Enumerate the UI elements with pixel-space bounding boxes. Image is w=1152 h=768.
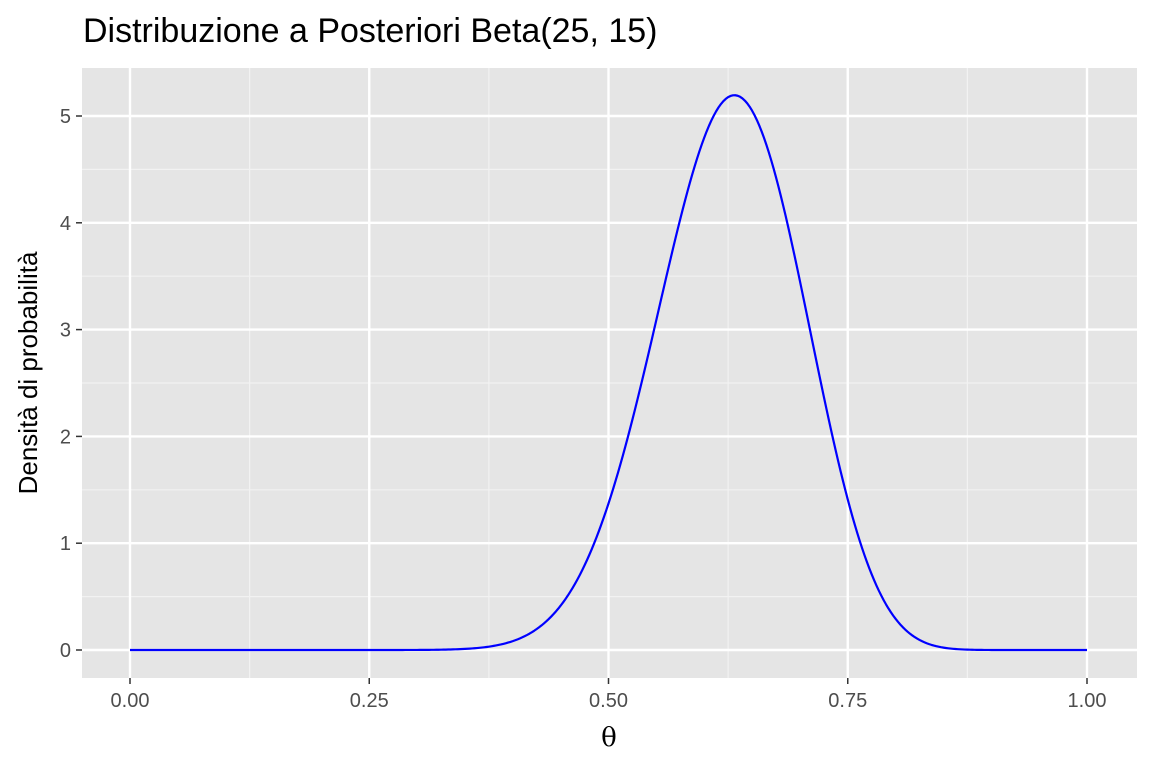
series-layer bbox=[130, 94, 1087, 652]
y-tick-label: 4 bbox=[60, 213, 71, 235]
x-tick-label: 0.25 bbox=[350, 690, 389, 712]
y-axis: 0 1 2 3 4 5 bbox=[60, 106, 82, 662]
x-tick-label: 1.00 bbox=[1068, 690, 1107, 712]
density-curve bbox=[130, 94, 1087, 652]
y-tick-label: 2 bbox=[60, 426, 71, 448]
x-tick-label: 0.50 bbox=[589, 690, 628, 712]
y-tick-label: 5 bbox=[60, 106, 71, 128]
y-tick-label: 1 bbox=[60, 533, 71, 555]
y-tick-label: 0 bbox=[60, 640, 71, 662]
x-axis: 0.00 0.25 0.50 0.75 1.00 bbox=[111, 678, 1107, 712]
x-tick-label: 0.00 bbox=[111, 690, 150, 712]
x-axis-title: θ bbox=[601, 723, 617, 753]
y-axis-title: Densità di probabilità bbox=[13, 251, 43, 494]
x-tick-label: 0.75 bbox=[828, 690, 867, 712]
y-tick-label: 3 bbox=[60, 320, 71, 342]
chart-title: Distribuzione a Posteriori Beta(25, 15) bbox=[83, 12, 658, 50]
